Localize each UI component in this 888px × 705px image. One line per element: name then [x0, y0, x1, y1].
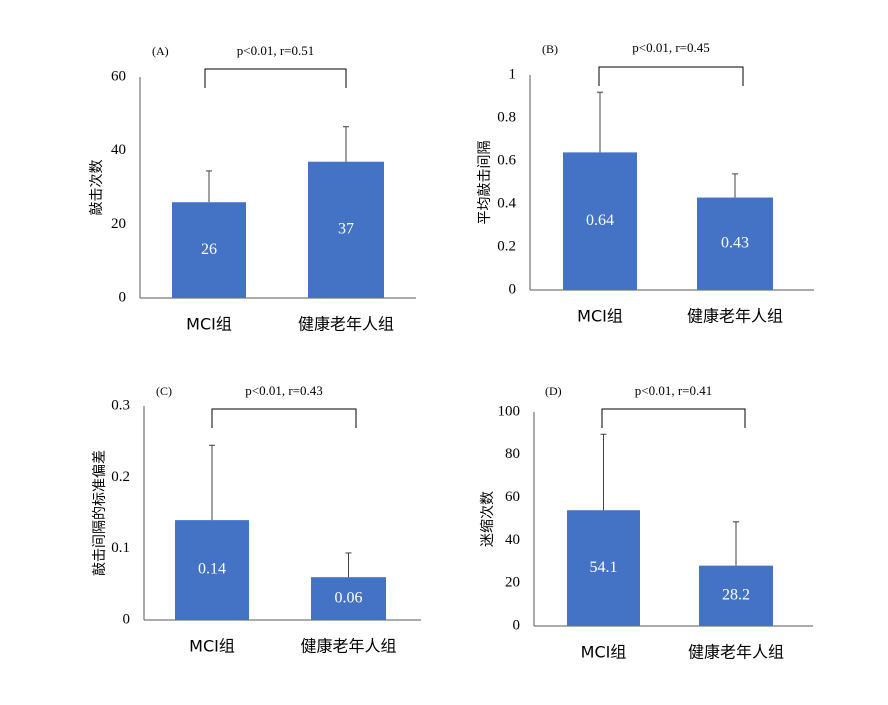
data-label: 54.1 — [590, 559, 618, 576]
y-tick-label: 0.6 — [497, 152, 516, 168]
data-label: 28.2 — [722, 586, 750, 603]
bar — [699, 565, 773, 626]
y-tick-label: 60 — [111, 68, 126, 84]
y-tick-label: 0.2 — [111, 469, 130, 485]
data-label: 0.43 — [721, 234, 749, 251]
y-tick-label: 0 — [119, 289, 127, 305]
chart-panel-3: (C) p<0.01, r=0.43 0 0.1 0.2 0.3 敲击间隔的标准偏差 0.14… — [91, 383, 421, 656]
data-label: 37 — [338, 221, 354, 238]
y-tick-label: 0.4 — [497, 195, 516, 211]
panel-label: (B) — [542, 42, 558, 56]
category-label: MCI组 — [581, 643, 627, 662]
panel-label: (A) — [152, 44, 169, 58]
y-tick-label: 0.2 — [497, 238, 516, 254]
category-label: MCI组 — [577, 307, 623, 326]
y-axis-label: 平均敲击间隔 — [476, 141, 493, 225]
category-label: 健康老年人组 — [688, 643, 784, 662]
bar — [567, 510, 640, 626]
bar — [697, 197, 773, 290]
panel-label: (C) — [156, 384, 172, 398]
chart-panel-1: (A) p<0.01, r=0.51 0 20 40 60 敲击次数 26 MCI组 37 健康老年… — [88, 43, 416, 334]
y-tick-label: 0 — [513, 617, 521, 633]
chart-panel-4: (D) p<0.01, r=0.41 0 20 40 60 80 100 迷缩次数 54.1 MCI… — [480, 383, 813, 662]
bar — [308, 161, 384, 298]
y-tick-label: 0.8 — [497, 109, 516, 125]
y-tick-label: 0.3 — [111, 397, 130, 413]
bar — [311, 577, 386, 620]
y-tick-label: 40 — [111, 142, 126, 158]
bar — [563, 152, 637, 290]
chart-panel-2: (B) p<0.01, r=0.45 0 0.2 0.4 0.6 0.8 1 平均敲击间隔 0.6… — [476, 40, 814, 326]
significance-annotation: p<0.01, r=0.51 — [237, 43, 315, 58]
category-label: MCI组 — [189, 637, 235, 656]
data-label: 0.64 — [586, 212, 614, 229]
significance-bracket — [598, 66, 744, 86]
y-tick-label: 0 — [123, 611, 131, 627]
y-axis-label: 迷缩次数 — [480, 491, 496, 547]
significance-bracket — [204, 68, 347, 88]
y-tick-label: 100 — [498, 403, 521, 419]
y-tick-label: 20 — [505, 575, 520, 591]
category-label: 健康老年人组 — [300, 637, 396, 656]
category-label: 健康老年人组 — [298, 315, 394, 334]
y-tick-label: 0.1 — [111, 540, 130, 556]
y-tick-label: 20 — [111, 216, 126, 232]
significance-annotation: p<0.01, r=0.45 — [632, 40, 710, 55]
y-tick-label: 1 — [509, 66, 517, 82]
data-label: 0.14 — [198, 561, 226, 578]
significance-bracket — [601, 408, 746, 428]
y-tick-label: 40 — [505, 532, 520, 548]
y-axis-label: 敲击间隔的标准偏差 — [91, 450, 108, 576]
y-tick-label: 60 — [505, 489, 520, 505]
data-label: 0.06 — [335, 589, 363, 606]
data-label: 26 — [201, 241, 217, 258]
category-label: MCI组 — [186, 315, 232, 334]
significance-annotation: p<0.01, r=0.41 — [635, 383, 713, 398]
y-tick-label: 80 — [505, 446, 520, 462]
significance-annotation: p<0.01, r=0.43 — [245, 383, 323, 398]
y-tick-label: 0 — [509, 281, 517, 297]
panel-label: (D) — [545, 384, 562, 398]
y-axis-label: 敲击次数 — [88, 160, 105, 216]
category-label: 健康老年人组 — [687, 307, 783, 326]
bar — [175, 520, 249, 620]
significance-bracket — [211, 408, 357, 428]
bar — [172, 202, 246, 298]
